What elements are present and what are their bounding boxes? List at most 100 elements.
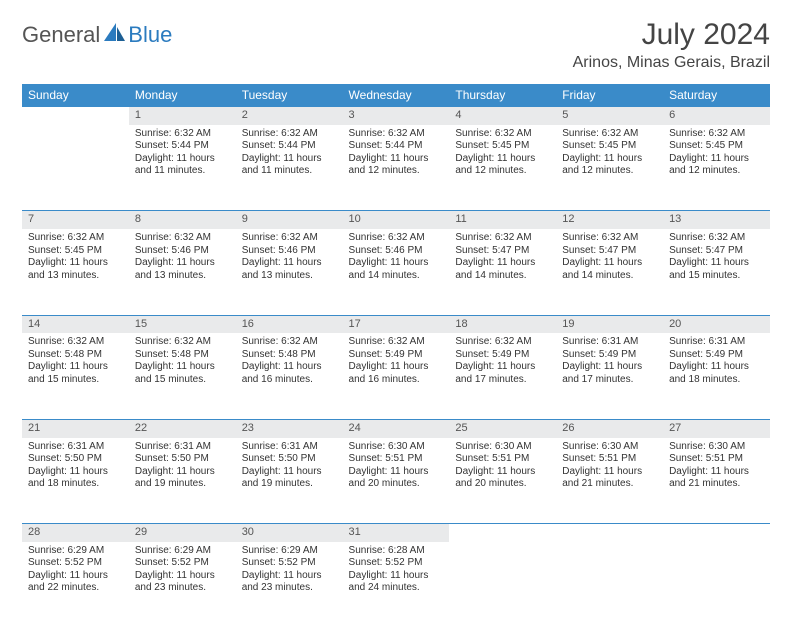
- day-info-line: Sunrise: 6:32 AM: [135, 232, 230, 245]
- day-info-line: Sunrise: 6:31 AM: [135, 441, 230, 454]
- day-number: 16: [236, 315, 343, 333]
- day-info-line: Daylight: 11 hours: [669, 153, 764, 166]
- day-info-line: Daylight: 11 hours: [455, 466, 550, 479]
- day-cell: [663, 542, 770, 628]
- day-info-line: Sunrise: 6:32 AM: [28, 336, 123, 349]
- day-info-line: Sunrise: 6:31 AM: [242, 441, 337, 454]
- day-info-line: Daylight: 11 hours: [28, 466, 123, 479]
- day-info-line: Daylight: 11 hours: [349, 153, 444, 166]
- day-info-line: Sunrise: 6:30 AM: [349, 441, 444, 454]
- day-info-line: Daylight: 11 hours: [562, 257, 657, 270]
- day-info-line: Daylight: 11 hours: [562, 153, 657, 166]
- calendar-table: Sunday Monday Tuesday Wednesday Thursday…: [22, 84, 770, 628]
- day-cell: Sunrise: 6:32 AMSunset: 5:45 PMDaylight:…: [22, 229, 129, 315]
- day-info-line: Sunrise: 6:32 AM: [455, 232, 550, 245]
- day-number: 21: [22, 419, 129, 437]
- day-cell: Sunrise: 6:32 AMSunset: 5:49 PMDaylight:…: [449, 333, 556, 419]
- day-info-line: Sunset: 5:45 PM: [669, 140, 764, 153]
- day-info-line: Sunset: 5:48 PM: [242, 349, 337, 362]
- day-info-line: Sunset: 5:52 PM: [242, 557, 337, 570]
- day-info-line: Daylight: 11 hours: [135, 153, 230, 166]
- day-cell: Sunrise: 6:30 AMSunset: 5:51 PMDaylight:…: [343, 438, 450, 524]
- day-info-line: Sunset: 5:48 PM: [28, 349, 123, 362]
- day-header: Tuesday: [236, 84, 343, 107]
- day-info-line: Sunrise: 6:30 AM: [669, 441, 764, 454]
- day-info-line: and 14 minutes.: [455, 270, 550, 283]
- day-number: 19: [556, 315, 663, 333]
- day-info-line: Sunset: 5:45 PM: [562, 140, 657, 153]
- day-cell: Sunrise: 6:31 AMSunset: 5:50 PMDaylight:…: [129, 438, 236, 524]
- day-info-line: Sunset: 5:45 PM: [28, 245, 123, 258]
- day-cell: Sunrise: 6:32 AMSunset: 5:45 PMDaylight:…: [449, 125, 556, 211]
- day-info-line: Daylight: 11 hours: [242, 466, 337, 479]
- day-info-line: and 14 minutes.: [562, 270, 657, 283]
- day-number: 27: [663, 419, 770, 437]
- day-number: 12: [556, 211, 663, 229]
- day-info-line: Sunset: 5:51 PM: [455, 453, 550, 466]
- day-number: 3: [343, 107, 450, 125]
- day-info-line: Daylight: 11 hours: [28, 570, 123, 583]
- day-info-line: and 19 minutes.: [242, 478, 337, 491]
- day-info-line: and 14 minutes.: [349, 270, 444, 283]
- day-cell: Sunrise: 6:32 AMSunset: 5:48 PMDaylight:…: [22, 333, 129, 419]
- day-info-line: Sunrise: 6:32 AM: [349, 232, 444, 245]
- day-info-line: Sunset: 5:48 PM: [135, 349, 230, 362]
- header: General Blue July 2024 Arinos, Minas Ger…: [22, 18, 770, 72]
- day-info-line: Sunset: 5:49 PM: [349, 349, 444, 362]
- day-info-line: Sunset: 5:51 PM: [669, 453, 764, 466]
- day-info-line: Daylight: 11 hours: [349, 570, 444, 583]
- sail-icon: [104, 23, 126, 48]
- day-info-line: Sunset: 5:46 PM: [135, 245, 230, 258]
- logo-text-blue: Blue: [128, 22, 172, 48]
- day-number: 22: [129, 419, 236, 437]
- day-info-line: Sunset: 5:49 PM: [669, 349, 764, 362]
- day-header: Monday: [129, 84, 236, 107]
- day-header: Wednesday: [343, 84, 450, 107]
- day-info-line: Sunrise: 6:29 AM: [28, 545, 123, 558]
- day-number: 11: [449, 211, 556, 229]
- day-info-line: Sunset: 5:50 PM: [242, 453, 337, 466]
- day-number-row: 78910111213: [22, 211, 770, 229]
- day-cell: Sunrise: 6:32 AMSunset: 5:47 PMDaylight:…: [556, 229, 663, 315]
- day-info-line: and 12 minutes.: [669, 165, 764, 178]
- day-info-line: and 21 minutes.: [669, 478, 764, 491]
- day-info-line: Sunrise: 6:32 AM: [562, 232, 657, 245]
- day-info-line: Sunset: 5:51 PM: [349, 453, 444, 466]
- day-number-row: 14151617181920: [22, 315, 770, 333]
- day-cell: [22, 125, 129, 211]
- day-info-line: and 12 minutes.: [455, 165, 550, 178]
- day-cell: Sunrise: 6:31 AMSunset: 5:50 PMDaylight:…: [22, 438, 129, 524]
- day-number: 7: [22, 211, 129, 229]
- day-number: 31: [343, 524, 450, 542]
- day-info-line: Sunrise: 6:32 AM: [669, 232, 764, 245]
- day-number: [663, 524, 770, 542]
- day-number: 28: [22, 524, 129, 542]
- day-info-line: Sunrise: 6:32 AM: [455, 128, 550, 141]
- day-number: 23: [236, 419, 343, 437]
- day-info-line: Sunset: 5:52 PM: [349, 557, 444, 570]
- day-info-line: Sunrise: 6:32 AM: [349, 128, 444, 141]
- day-info-line: Daylight: 11 hours: [562, 361, 657, 374]
- day-info-line: Sunrise: 6:31 AM: [669, 336, 764, 349]
- day-header: Sunday: [22, 84, 129, 107]
- day-header-row: Sunday Monday Tuesday Wednesday Thursday…: [22, 84, 770, 107]
- day-info-line: Sunset: 5:52 PM: [135, 557, 230, 570]
- day-number: 14: [22, 315, 129, 333]
- day-number-row: 21222324252627: [22, 419, 770, 437]
- day-info-line: Sunrise: 6:32 AM: [28, 232, 123, 245]
- day-number: 29: [129, 524, 236, 542]
- day-number: 24: [343, 419, 450, 437]
- day-cell: Sunrise: 6:30 AMSunset: 5:51 PMDaylight:…: [449, 438, 556, 524]
- day-info-line: Sunrise: 6:32 AM: [242, 232, 337, 245]
- day-info-line: Sunset: 5:46 PM: [242, 245, 337, 258]
- day-content-row: Sunrise: 6:32 AMSunset: 5:44 PMDaylight:…: [22, 125, 770, 211]
- day-info-line: and 13 minutes.: [135, 270, 230, 283]
- day-number: 13: [663, 211, 770, 229]
- day-header: Thursday: [449, 84, 556, 107]
- day-info-line: Daylight: 11 hours: [135, 361, 230, 374]
- logo: General Blue: [22, 18, 172, 48]
- day-number: 5: [556, 107, 663, 125]
- day-info-line: Sunrise: 6:32 AM: [562, 128, 657, 141]
- day-info-line: Daylight: 11 hours: [28, 361, 123, 374]
- day-number: 25: [449, 419, 556, 437]
